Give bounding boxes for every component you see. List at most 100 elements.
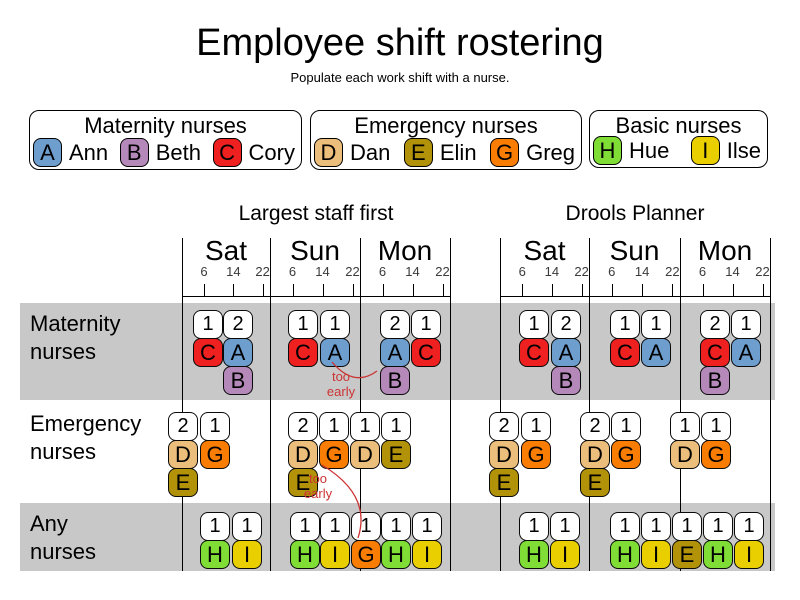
hour-tick-mark	[522, 284, 523, 296]
shift-employee-H: H	[519, 540, 549, 569]
shift-employee-C: C	[288, 338, 318, 367]
shift-required-count: 1	[412, 512, 442, 541]
day-boundary-line	[360, 238, 361, 571]
panel-title: Drools Planner	[565, 202, 705, 225]
nurse-name: Ann	[69, 140, 109, 165]
row-label: Maternity nurses	[30, 311, 121, 364]
nurse-chip-I: I	[690, 136, 720, 165]
shift-employee-C: C	[700, 338, 730, 367]
shift-required-count: 1	[319, 412, 349, 441]
hour-tick-label: 22	[665, 264, 680, 279]
legend-box: Emergency nurses D Dan E Elin G Greg	[310, 110, 582, 170]
day-label: Sun	[290, 235, 340, 266]
legend-box: Maternity nurses A Ann B Beth C Cory	[29, 110, 302, 170]
hour-tick-mark	[612, 284, 613, 296]
shift-employee-A: A	[641, 338, 671, 367]
shift-required-count: 1	[641, 512, 671, 541]
shift-required-count: 1	[731, 310, 761, 339]
shift-employee-G: G	[200, 440, 230, 469]
hour-tick-label: 14	[634, 264, 650, 279]
shift-employee-C: C	[610, 338, 640, 367]
shift-required-count: 1	[381, 512, 411, 541]
shift-employee-B: B	[551, 366, 581, 395]
shift-required-count: 1	[411, 310, 441, 339]
hour-tick-label: 22	[755, 264, 770, 279]
shift-required-count: 1	[610, 310, 640, 339]
shift-employee-D: D	[350, 440, 380, 469]
shift-employee-I: I	[320, 540, 350, 569]
too-early-label: too early	[303, 471, 333, 501]
shift-required-count: 1	[701, 412, 731, 441]
page-subtitle: Populate each work shift with a nurse.	[290, 70, 510, 85]
shift-employee-A: A	[223, 338, 253, 367]
nurse-chip-E: E	[403, 138, 433, 167]
legend-chip-row: D Dan E Elin G Greg	[314, 138, 575, 167]
hour-tick-label: 6	[378, 264, 387, 279]
hour-tick-mark	[582, 284, 583, 296]
legend-nurse-entry: A Ann	[33, 138, 108, 167]
hour-tick-mark	[383, 284, 384, 296]
hour-tick-label: 22	[574, 264, 589, 279]
shift-required-count: 1	[670, 412, 700, 441]
hour-tick-mark	[552, 284, 553, 296]
hour-tick-label: 14	[725, 264, 740, 279]
shift-employee-G: G	[319, 440, 349, 469]
hour-tick-mark	[703, 284, 704, 296]
nurse-chip-C: C	[212, 138, 242, 167]
nurse-chip-H: H	[593, 136, 622, 165]
hour-tick-mark	[642, 284, 643, 296]
hour-tick-label: 14	[405, 264, 420, 279]
legend-nurse-entry: H Hue	[593, 136, 669, 165]
shift-required-count: 1	[193, 310, 223, 339]
row-label: Any nurses	[30, 511, 97, 564]
shift-required-count: 2	[551, 310, 581, 339]
hour-tick-label: 14	[544, 264, 560, 279]
hour-tick-mark	[293, 284, 294, 296]
day-boundary-line	[770, 238, 771, 571]
shift-required-count: 1	[288, 310, 318, 339]
shift-employee-E: E	[168, 468, 198, 497]
shift-employee-I: I	[734, 540, 764, 569]
shift-employee-I: I	[232, 540, 262, 569]
panel-title: Largest staff first	[238, 202, 394, 225]
shift-employee-D: D	[670, 440, 700, 469]
shift-employee-E: E	[288, 468, 318, 497]
legend-nurse-entry: B Beth	[119, 138, 201, 167]
shift-employee-H: H	[703, 540, 733, 569]
shift-required-count: 1	[703, 512, 733, 541]
hour-tick-mark	[323, 284, 324, 296]
shift-required-count: 2	[489, 412, 519, 441]
legend-nurse-entry: I Ilse	[690, 136, 761, 165]
hour-tick-label: 22	[345, 264, 360, 279]
day-boundary-line	[270, 238, 271, 571]
shift-required-count: 1	[641, 310, 671, 339]
shift-employee-D: D	[288, 440, 318, 469]
legend-group-title: Emergency nurses	[354, 113, 538, 138]
nurse-chip-A: A	[33, 138, 62, 167]
shift-employee-G: G	[701, 440, 731, 469]
axis-line	[500, 296, 771, 297]
shift-employee-A: A	[320, 338, 350, 367]
shift-required-count: 1	[200, 512, 230, 541]
shift-employee-B: B	[223, 366, 253, 395]
day-label: Sun	[609, 235, 660, 266]
hour-tick-label: 6	[698, 264, 707, 279]
shift-required-count: 1	[610, 512, 640, 541]
nurse-name: Elin	[439, 140, 477, 165]
shift-employee-E: E	[672, 540, 702, 569]
legend-group-title: Maternity nurses	[84, 113, 247, 138]
nurse-name: Hue	[629, 138, 670, 163]
shift-employee-B: B	[700, 366, 730, 395]
hour-tick-label: 14	[315, 264, 330, 279]
day-label: Mon	[377, 235, 433, 266]
shift-required-count: 1	[320, 512, 350, 541]
shift-employee-H: H	[381, 540, 411, 569]
day-label: Sat	[523, 235, 566, 266]
hour-tick-label: 14	[226, 264, 241, 279]
legend-nurse-entry: E Elin	[403, 138, 477, 167]
shift-employee-H: H	[610, 540, 640, 569]
shift-employee-I: I	[641, 540, 671, 569]
shift-employee-G: G	[611, 440, 641, 469]
legend-nurse-entry: C Cory	[212, 138, 295, 167]
